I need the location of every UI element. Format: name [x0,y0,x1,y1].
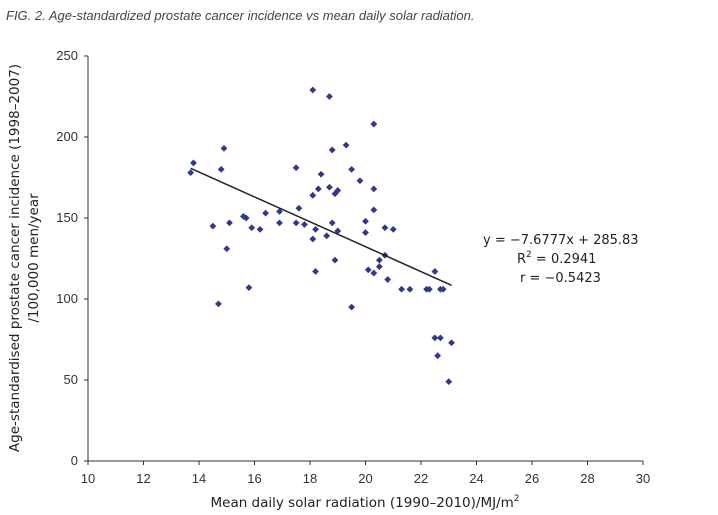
correlation-label: r = −0.5423 [520,271,601,286]
data-point [292,164,300,172]
data-point [242,214,250,222]
trendline [190,167,452,286]
data-point [187,169,195,177]
data-point [334,227,342,235]
data-point [292,219,300,227]
data-point [370,120,378,128]
data-point [276,219,283,227]
data-point [389,225,397,233]
data-point [356,177,364,185]
data-point [431,268,439,275]
data-point [375,256,383,264]
data-point [439,285,447,293]
y-tick-label: 150 [56,210,78,225]
x-tick-label: 16 [247,471,261,486]
data-point [245,284,253,292]
x-tick-label: 26 [525,471,539,486]
data-point [326,93,333,100]
trendline-group [190,167,452,286]
r2-prefix: R [517,252,526,267]
x-tick-label: 24 [469,471,483,486]
y-tick-label: 100 [56,291,78,306]
x-tick-label: 12 [136,471,150,486]
data-point [223,245,231,253]
data-point [314,185,322,193]
data-point [248,224,256,232]
y-tick-label: 200 [56,129,78,144]
data-point [370,185,378,193]
data-point [312,268,319,275]
x-axis-title-main: Mean daily solar radiation (1990–2010)/M… [210,495,513,511]
data-point [317,170,325,178]
figure-caption: FIG. 2. Age-standardized prostate cancer… [6,8,475,23]
data-point [384,276,392,283]
data-point [334,187,342,194]
r-squared-label: R2 = 0.2941 [517,250,596,267]
x-tick-label: 28 [580,471,594,486]
data-point [362,229,369,236]
data-point [431,334,439,342]
data-point [220,144,228,152]
y-tick-label: 250 [56,48,78,63]
trend-equation: y = −7.6777x + 285.83 [483,233,639,248]
x-tick-label: 14 [192,471,206,486]
x-tick-label: 22 [414,471,428,486]
x-tick-label: 20 [358,471,372,486]
data-point [448,339,455,347]
data-point [217,166,225,173]
data-point [215,300,222,308]
data-point [295,204,303,212]
data-point [328,219,336,227]
x-axis-title-sup: 2 [514,494,520,504]
x-axis-title: Mean daily solar radiation (1990–2010)/M… [210,494,519,511]
data-point [209,222,217,230]
y-tick-label: 50 [64,372,78,387]
data-point [326,183,333,191]
data-point [226,219,233,227]
x-tick-label: 30 [636,471,650,486]
data-point [434,352,442,360]
data-point [328,146,336,154]
data-points [187,86,455,386]
data-point [425,285,433,293]
data-point [240,212,247,220]
data-point [348,303,356,311]
data-point [309,235,317,243]
data-point [437,334,444,342]
y-axis-title-line2: /100,000 men/year [26,193,42,323]
data-point [445,378,453,386]
data-point [398,285,405,293]
x-tick-label: 10 [81,471,95,486]
data-point [406,285,414,293]
data-point [331,256,339,264]
data-point [342,141,350,149]
data-point [262,209,269,217]
data-point [375,263,383,270]
r2-value: = 0.2941 [532,252,597,267]
data-point [276,208,283,215]
data-point [256,225,264,233]
data-point [362,217,369,225]
data-point [364,266,372,274]
data-point [190,159,197,167]
data-point [309,191,317,199]
y-tick-label: 0 [71,453,78,468]
data-point [323,232,331,240]
y-axis-title-line1: Age-standardised prostate cancer inciden… [7,64,23,452]
data-point [370,206,378,214]
data-point [370,269,378,277]
axes: 0 50 100 150 200 250 10 12 14 16 18 20 22 24 26 28 30 [56,48,650,486]
data-point [381,224,389,232]
data-point [301,221,308,228]
data-point [312,225,319,233]
data-point [309,86,317,94]
r2-superscript: 2 [526,250,532,260]
data-point [348,166,356,173]
x-tick-label: 18 [303,471,317,486]
